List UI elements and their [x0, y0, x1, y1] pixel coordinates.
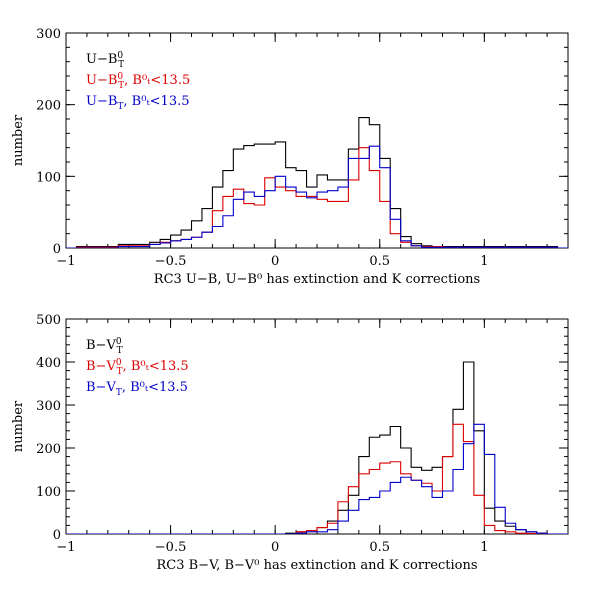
legend-entry-1: U−B0 T, B⁰ₜ<13.5 — [86, 72, 190, 91]
x-tick-label: −0.5 — [155, 254, 187, 269]
histogram-series-2 — [66, 423, 568, 534]
x-tick-label: 1 — [480, 254, 488, 269]
upper-histogram-panel: −1 −0.5 0 0.5 1 0 100 200 300 RC3 U−B, U−B⁰ has e… — [11, 27, 569, 287]
x-tick-label: 1 — [480, 540, 488, 555]
y-tick-label: 200 — [36, 99, 61, 114]
plot-frame — [65, 318, 569, 535]
y-axis-label: number — [11, 400, 26, 452]
x-axis-label: RC3 B−V, B−V⁰ has extinction and K corre… — [156, 558, 477, 573]
x-tick-label: 0 — [271, 254, 279, 269]
legend-entry-2: U−BT, B⁰ₜ<13.5 — [86, 94, 190, 112]
lower-histogram-panel: −1 −0.5 0 0.5 1 0 100 200 300 400 500 RC3 B−V, B−V⁰… — [11, 313, 569, 573]
x-axis-label: RC3 U−B, U−B⁰ has extinction and K corre… — [154, 272, 480, 287]
x-tick-label: −0.5 — [155, 540, 187, 555]
y-tick-label: 0 — [53, 242, 61, 257]
y-tick-label: 100 — [36, 485, 61, 500]
y-tick-label: 0 — [53, 528, 61, 543]
legend-entry-0: U−B0 T — [86, 51, 124, 70]
y-tick-label: 100 — [36, 170, 61, 185]
x-tick-label: −1 — [56, 254, 75, 269]
plot-frame — [65, 32, 569, 249]
legend-entry-1: B−V0 T, B⁰ₜ<13.5 — [86, 358, 189, 377]
y-tick-label: 200 — [36, 442, 61, 457]
y-axis-label: number — [11, 114, 26, 166]
y-tick-label: 500 — [36, 313, 61, 328]
legend-entry-0: B−V0 T — [86, 337, 123, 356]
x-tick-label: −1 — [56, 540, 75, 555]
x-tick-label: 0 — [271, 540, 279, 555]
histogram-series-0 — [66, 117, 568, 248]
y-tick-label: 300 — [36, 399, 61, 414]
histogram-series-1 — [66, 423, 568, 534]
x-tick-label: 0.5 — [369, 540, 390, 555]
legend-entry-2: B−VT, B⁰ₜ<13.5 — [86, 380, 188, 398]
y-tick-label: 400 — [36, 356, 61, 371]
x-tick-label: 0.5 — [369, 254, 390, 269]
y-tick-label: 300 — [36, 27, 61, 42]
histogram-series-2 — [66, 145, 568, 248]
